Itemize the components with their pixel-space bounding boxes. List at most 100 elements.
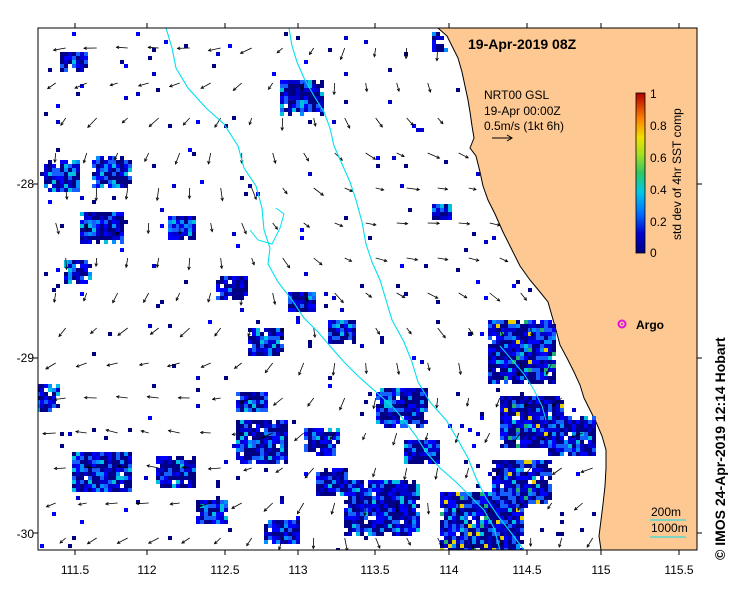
sst-pixel: [328, 436, 332, 440]
sst-pixel: [420, 424, 424, 428]
sst-pixel: [328, 324, 332, 328]
sst-pixel: [260, 420, 264, 424]
sst-pixel: [296, 300, 300, 304]
sst-pixel: [116, 236, 120, 240]
sst-pixel: [84, 488, 88, 492]
sst-pixel: [304, 428, 308, 432]
sst-pixel: [236, 444, 240, 448]
sst-pixel: [260, 444, 264, 448]
sst-pixel: [88, 488, 92, 492]
sst-pixel: [296, 80, 300, 84]
sst-pixel: [312, 308, 316, 312]
sst-pixel: [300, 108, 304, 112]
sst-pixel: [284, 84, 288, 88]
sst-pixel: [292, 300, 296, 304]
sst-pixel: [68, 188, 72, 192]
sst-pixel: [400, 532, 404, 536]
sst-pixel: [396, 532, 400, 536]
sst-pixel: [304, 308, 308, 312]
sst-pixel: [100, 224, 104, 228]
sst-pixel: [308, 80, 312, 84]
sst-pixel: [396, 416, 400, 420]
sst-pixel: [348, 512, 352, 516]
sst-pixel: [128, 476, 132, 480]
sst-pixel: [76, 52, 80, 56]
sst-pixel: [192, 472, 196, 476]
sst-pixel: [232, 284, 236, 288]
sst-pixel: [396, 504, 400, 508]
sst-pixel: [112, 468, 116, 472]
sst-pixel: [96, 160, 100, 164]
sst-pixel: [248, 432, 252, 436]
sst-pixel: [104, 452, 108, 456]
sst-pixel: [48, 160, 52, 164]
sst-pixel: [56, 404, 60, 408]
sst-pixel: [52, 172, 56, 176]
sst-pixel: [388, 484, 392, 488]
sst-pixel: [408, 396, 412, 400]
sst-pixel: [404, 516, 408, 520]
sst-pixel: [344, 332, 348, 336]
sst-pixel: [104, 464, 108, 468]
sst-pixel: [124, 464, 128, 468]
sst-pixel: [304, 448, 308, 452]
sst-pixel: [224, 296, 228, 300]
sst-pixel: [268, 420, 272, 424]
sst-pixel: [328, 448, 332, 452]
sst-pixel: [120, 212, 124, 216]
sst-pixel: [176, 468, 180, 472]
sst-pixel: [352, 484, 356, 488]
sst-pixel: [508, 536, 512, 540]
sst-pixel: [368, 532, 372, 536]
sst-pixel: [408, 420, 412, 424]
sst-pixel: [108, 484, 112, 488]
sst-pixel: [416, 420, 420, 424]
sst-pixel: [264, 428, 268, 432]
sst-pixel: [172, 228, 176, 232]
sst-pixel: [120, 476, 124, 480]
sst-pixel: [80, 64, 84, 68]
sst-pixel: [92, 460, 96, 464]
sst-pixel: [364, 528, 368, 532]
sst-pixel: [172, 220, 176, 224]
sst-pixel: [336, 428, 340, 432]
sst-pixel: [308, 436, 312, 440]
sst-pixel: [156, 468, 160, 472]
sst-pixel: [104, 468, 108, 472]
sst-pixel: [120, 232, 124, 236]
sst-pixel: [380, 400, 384, 404]
sst-pixel: [384, 496, 388, 500]
sst-pixel: [276, 448, 280, 452]
sst-pixel: [360, 516, 364, 520]
sst-pixel: [396, 420, 400, 424]
sst-pixel: [500, 540, 504, 544]
sst-pixel: [464, 528, 468, 532]
sst-pixel: [60, 188, 64, 192]
sst-pixel: [96, 464, 100, 468]
sst-pixel: [268, 428, 272, 432]
sst-pixel: [96, 232, 100, 236]
sst-pixel: [384, 500, 388, 504]
sst-pixel: [304, 444, 308, 448]
sst-pixel: [368, 512, 372, 516]
sst-pixel: [280, 328, 284, 332]
sst-pixel: [404, 496, 408, 500]
sst-pixel: [348, 496, 352, 500]
sst-pixel: [248, 440, 252, 444]
sst-pixel: [420, 396, 424, 400]
sst-pixel: [348, 508, 352, 512]
sst-pixel: [420, 388, 424, 392]
sst-pixel: [48, 180, 52, 184]
sst-pixel: [88, 220, 92, 224]
sst-pixel: [396, 488, 400, 492]
sst-pixel: [76, 480, 80, 484]
sst-pixel: [308, 292, 312, 296]
sst-pixel: [272, 452, 276, 456]
sst-pixel: [68, 56, 72, 60]
sst-pixel: [380, 388, 384, 392]
sst-pixel: [388, 524, 392, 528]
sst-pixel: [376, 404, 380, 408]
sst-pixel: [88, 240, 92, 244]
sst-pixel: [96, 172, 100, 176]
sst-pixel: [280, 104, 284, 108]
